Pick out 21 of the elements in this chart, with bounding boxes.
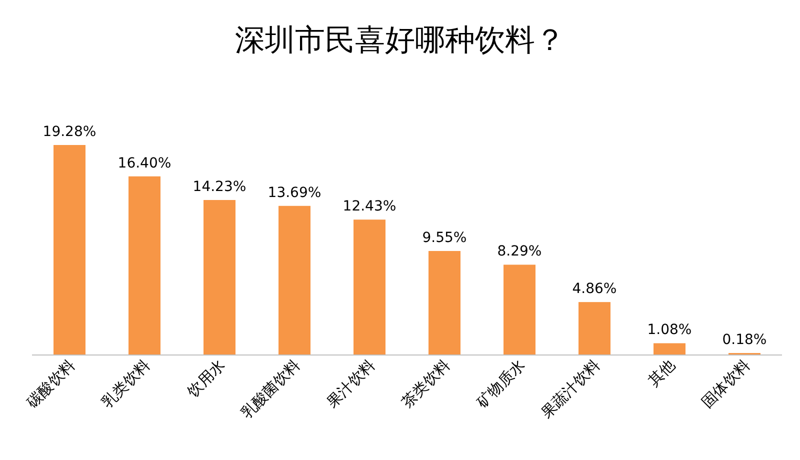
data-label: 9.55% [422, 230, 467, 246]
x-tick-label: 矿物质水 [472, 356, 528, 412]
data-label: 4.86% [572, 281, 617, 298]
data-label: 8.29% [497, 244, 542, 260]
x-tick-label: 果汁饮料 [323, 356, 378, 412]
data-label: 14.23% [192, 179, 246, 196]
x-tick-label: 乳酸菌饮料 [238, 356, 304, 422]
x-tick-label: 碳酸饮料 [22, 356, 78, 412]
data-label: 0.18% [722, 332, 767, 348]
data-label: 1.08% [647, 322, 692, 338]
x-tick-label: 茶类饮料 [398, 356, 454, 412]
data-label: 19.28% [42, 124, 96, 140]
x-tick-label: 饮用水 [183, 356, 228, 402]
x-tick-label: 固体饮料 [698, 356, 754, 412]
data-label: 12.43% [342, 198, 396, 215]
x-tick-label: 果蔬汁饮料 [538, 356, 604, 422]
title: 深圳市民喜好哪种饮料？ [235, 23, 565, 58]
data-label: 16.40% [118, 155, 172, 172]
x-tick-label: 乳类饮料 [98, 356, 154, 412]
x-tick-label: 其他 [644, 356, 678, 390]
data-label: 13.69% [268, 184, 322, 201]
